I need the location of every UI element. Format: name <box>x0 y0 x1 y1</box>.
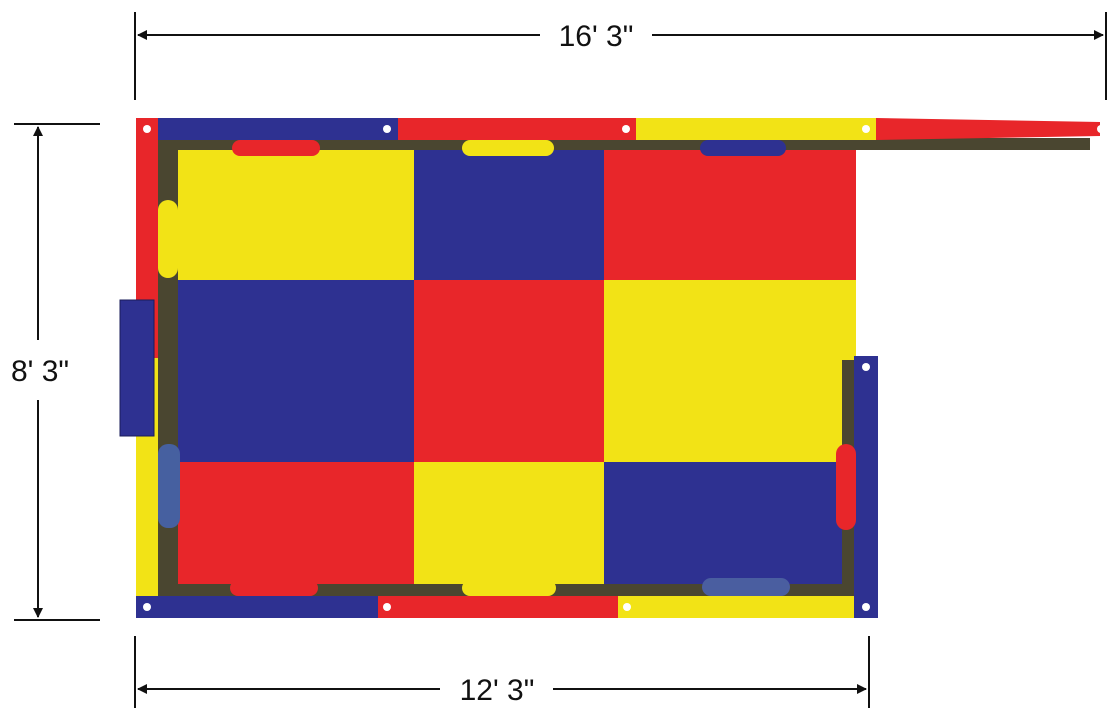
depth-dimension: 8' 3" <box>11 123 100 621</box>
bumper-top-yellow <box>462 140 554 156</box>
connector-pin <box>862 603 870 611</box>
extension-rail-red <box>876 118 1100 140</box>
bumper-right-red <box>836 444 856 530</box>
floor-tile-blue <box>160 280 414 462</box>
connector-pin <box>1097 125 1105 133</box>
left-rail-red <box>136 118 158 358</box>
floor-mat-grid <box>160 146 856 590</box>
bumper-left-blue <box>158 444 180 528</box>
side-activity-panel <box>119 299 155 437</box>
connector-pin <box>622 125 630 133</box>
floor-tile-yellow <box>414 462 604 590</box>
connector-pin <box>383 125 391 133</box>
connector-pin <box>862 125 870 133</box>
bottom-rail-red <box>378 596 618 618</box>
connector-pin <box>383 603 391 611</box>
depth-label: 8' 3" <box>11 355 69 388</box>
connector-pin <box>623 603 631 611</box>
playpen-walls <box>119 118 1105 618</box>
bumper-left-yellow <box>158 200 178 278</box>
right-rail-blue <box>854 356 878 618</box>
floor-tile-yellow <box>160 146 414 280</box>
extension-rail-shadow <box>858 138 1090 150</box>
bumper-top-blue <box>700 140 786 156</box>
top-rail-blue <box>158 118 398 140</box>
bottom-rail-blue <box>136 596 378 618</box>
floor-tile-yellow <box>604 280 856 462</box>
bumper-bottom-yellow <box>462 580 556 596</box>
floor-tile-blue <box>604 462 856 590</box>
bumper-bottom-blue <box>702 578 790 596</box>
inner-width-dimension: 12' 3" <box>134 636 870 708</box>
floor-tile-blue <box>414 146 604 280</box>
floor-tile-red <box>160 462 414 590</box>
connector-pin <box>862 363 870 371</box>
top-rail-yellow <box>636 118 876 140</box>
top-rail-red <box>398 118 636 140</box>
bottom-rail-yellow <box>618 596 858 618</box>
bumper-top-red <box>232 140 320 156</box>
floor-tile-red <box>604 146 856 280</box>
inner-width-label: 12' 3" <box>460 674 535 707</box>
connector-pin <box>143 603 151 611</box>
overall-width-label: 16' 3" <box>559 20 634 53</box>
overall-width-dimension: 16' 3" <box>134 12 1107 100</box>
bumper-bottom-red <box>230 580 318 596</box>
floor-tile-red <box>414 280 604 462</box>
connector-pin <box>143 125 151 133</box>
